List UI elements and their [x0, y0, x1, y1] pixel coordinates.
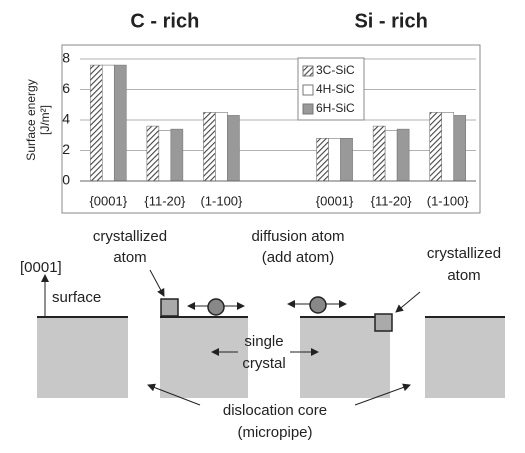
y-tick-label: 0: [62, 172, 70, 188]
label: (micropipe): [237, 424, 312, 441]
y-tick-label: 2: [62, 141, 70, 157]
bar: [215, 112, 227, 181]
label: surface: [52, 289, 101, 306]
atom-square: [375, 314, 392, 331]
legend-label: 6H-SiC: [316, 101, 355, 115]
bar: [442, 112, 454, 181]
bar: [454, 115, 466, 181]
legend-label: 3C-SiC: [316, 63, 355, 77]
arrow: [396, 292, 420, 312]
x-tick-label: (1-100}: [200, 193, 243, 208]
legend-swatch: [303, 85, 313, 95]
legend-label: 4H-SiC: [316, 82, 355, 96]
bar: [227, 115, 239, 181]
crystal-block: [160, 317, 248, 398]
x-tick-label: {0001}: [316, 193, 354, 208]
arrow: [150, 270, 164, 296]
bar: [430, 112, 442, 181]
group-label: C - rich: [130, 10, 199, 32]
crystal-block: [37, 317, 128, 398]
label: crystallized: [427, 245, 501, 262]
x-tick-label: {11-20}: [371, 193, 413, 208]
bar: [102, 65, 114, 181]
bar: [397, 129, 409, 181]
y-tick-label: 4: [62, 111, 70, 127]
x-tick-label: {0001}: [89, 193, 127, 208]
label: crystal: [242, 355, 285, 372]
y-axis-label: Surface energy: [24, 79, 38, 160]
bar: [114, 65, 126, 181]
bar: [317, 138, 329, 181]
x-tick-label: {11-20}: [144, 193, 186, 208]
y-axis-label: [J/m²]: [38, 105, 52, 135]
bar: [373, 126, 385, 181]
bar: [341, 138, 353, 181]
y-tick-label: 8: [62, 50, 70, 66]
label: (add atom): [262, 249, 335, 266]
label: crystallized: [93, 228, 167, 245]
group-label: Si - rich: [354, 10, 427, 32]
bar: [329, 138, 341, 181]
label: single: [244, 333, 283, 350]
x-tick-label: (1-100}: [427, 193, 470, 208]
label: dislocation core: [223, 402, 327, 419]
legend-swatch: [303, 66, 313, 76]
bar: [203, 112, 215, 181]
bar: [385, 131, 397, 181]
bar: [90, 65, 102, 181]
bar: [159, 131, 171, 181]
figure: 0 2 4 6 8 Surface energy[J/m²] {0001} {11-20} (1…: [0, 0, 525, 453]
bar: [147, 126, 159, 181]
chart: 0 2 4 6 8 Surface energy[J/m²] {0001} {11-20} (1…: [24, 10, 476, 208]
page: {"chart_data": {"type": "bar", "group_la…: [0, 0, 525, 453]
atom-circle: [208, 299, 224, 315]
atom-circle: [310, 297, 326, 313]
legend-swatch: [303, 104, 313, 114]
bar: [171, 129, 183, 181]
y-tick-label: 6: [62, 80, 70, 96]
atom-square: [161, 299, 178, 316]
crystal-block: [425, 317, 505, 398]
label: diffusion atom: [251, 228, 344, 245]
label: [0001]: [20, 259, 62, 276]
label: atom: [113, 249, 146, 266]
label: atom: [447, 267, 480, 284]
